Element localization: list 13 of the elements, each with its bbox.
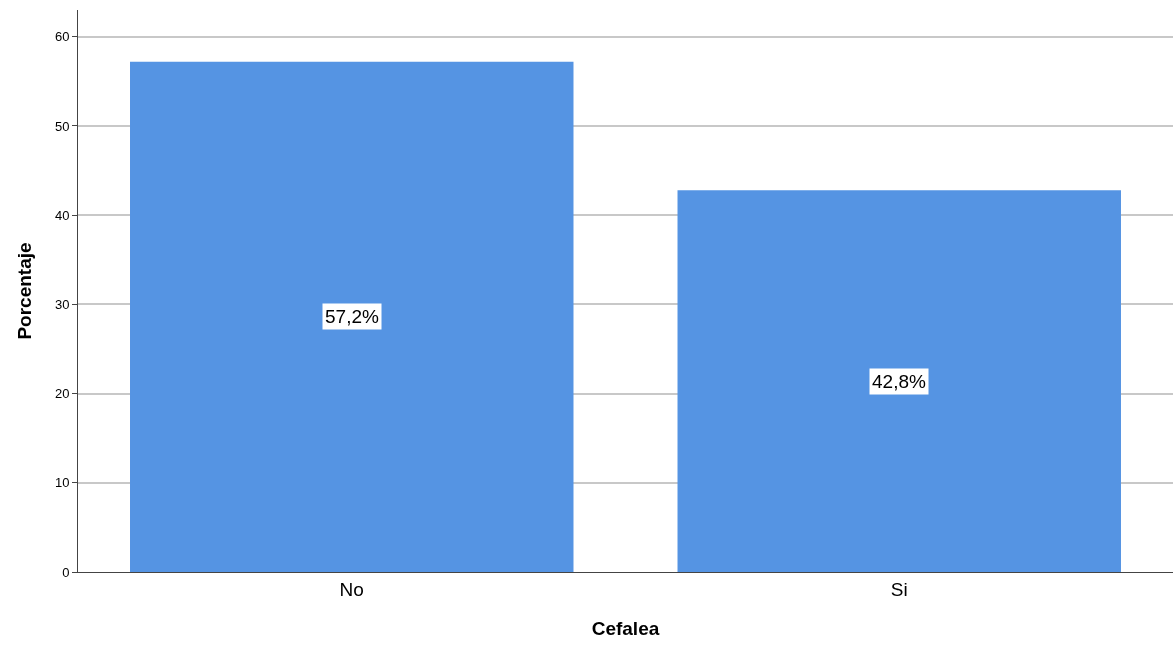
x-tick-label: No: [339, 578, 364, 600]
y-tick-label: 40: [54, 207, 70, 223]
data-label: 42,8%: [872, 371, 926, 392]
y-tick-label: 60: [54, 29, 70, 45]
y-tick-label: 10: [54, 475, 70, 491]
y-tick-label: 20: [54, 386, 70, 402]
data-label: 57,2%: [325, 306, 379, 327]
x-tick-label: Si: [890, 578, 908, 600]
y-tick-label: 50: [54, 118, 70, 134]
x-axis-title: Cefalea: [591, 617, 660, 639]
y-tick-label: 30: [54, 296, 70, 312]
y-tick-label: 0: [62, 564, 70, 580]
y-axis-title: Porcentaje: [13, 242, 35, 340]
